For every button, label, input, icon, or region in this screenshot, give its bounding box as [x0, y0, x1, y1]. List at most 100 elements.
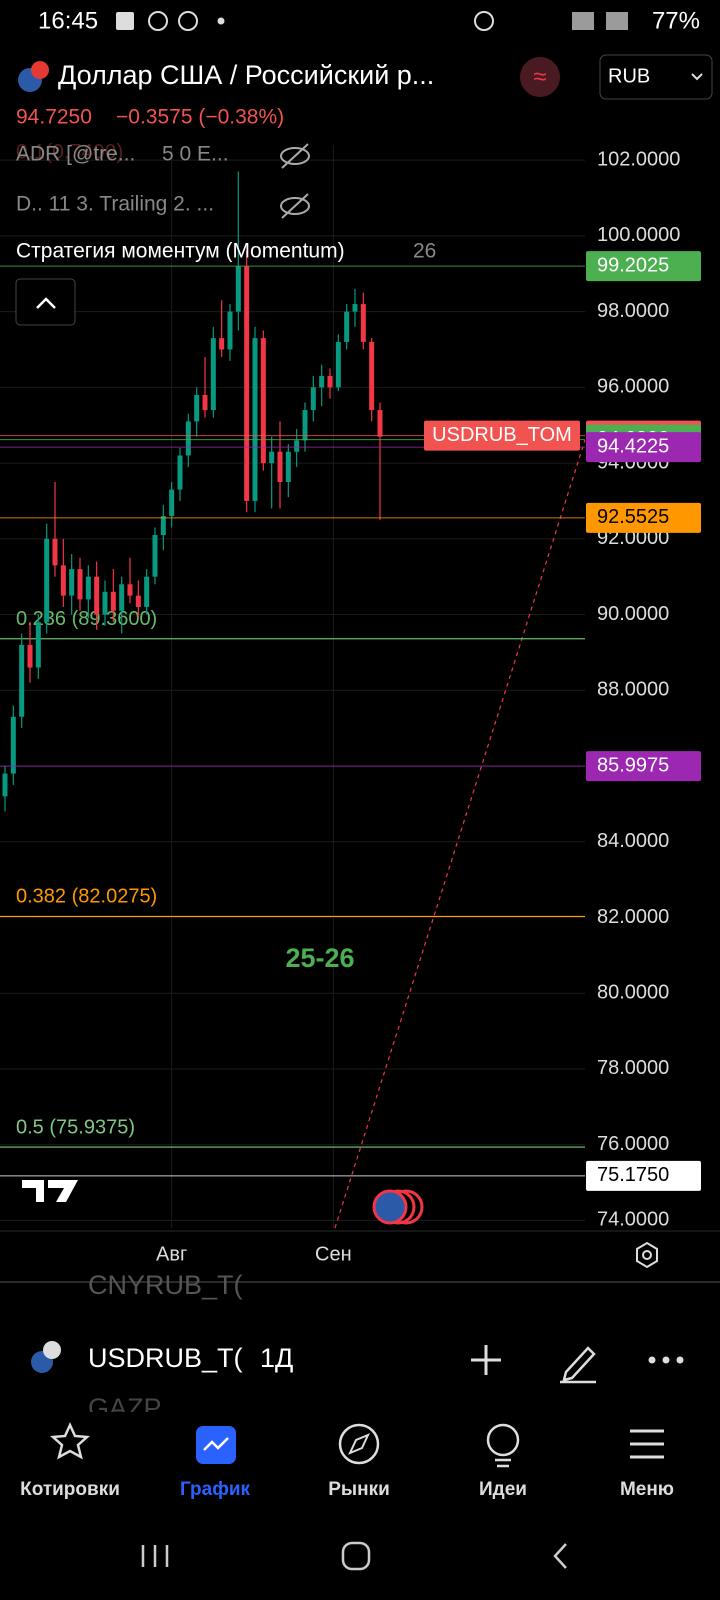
y-tick-label: 100.0000: [597, 224, 680, 246]
nav-icon: [203, 1437, 229, 1451]
y-tick-label: 82.0000: [597, 906, 669, 928]
symbol-prev: CNYRUB_T(: [88, 1270, 243, 1300]
currency-select[interactable]: [599, 54, 713, 100]
nav-icon: [630, 1429, 664, 1459]
currency: RUB: [608, 65, 650, 87]
nav-label[interactable]: Рынки: [328, 1479, 390, 1500]
symbol[interactable]: USDRUB_T(: [88, 1343, 243, 1373]
candle-body: [269, 451, 275, 464]
settings-icon: [642, 1250, 652, 1260]
price-tag-label: 75.1750: [597, 1164, 669, 1186]
price: 94.7250: [16, 106, 92, 129]
y-tick-label: 78.0000: [597, 1057, 669, 1079]
candle-body: [44, 538, 50, 623]
candle-body: [135, 595, 141, 607]
event-icon[interactable]: [372, 1189, 408, 1225]
nav-label[interactable]: Котировки: [20, 1479, 120, 1500]
candle-body: [160, 516, 166, 536]
candle-body: [35, 622, 41, 668]
price-tag: [586, 751, 701, 782]
price-tag: [586, 502, 701, 533]
symbol-tag: [424, 420, 580, 451]
symbol-tag-label: USDRUB_TOM: [432, 424, 572, 446]
indicator-name[interactable]: D.. 11 3. Trailing 2. ...: [16, 193, 214, 216]
add-button[interactable]: [471, 1345, 501, 1375]
signal-icon: [606, 12, 628, 30]
candle-body: [52, 538, 58, 566]
y-tick-label: 74.0000: [597, 1209, 669, 1231]
trend-line: [334, 439, 586, 1229]
price-tag-label: 99.2025: [597, 254, 669, 276]
nav-label[interactable]: Меню: [620, 1479, 674, 1500]
candle-body: [102, 591, 108, 615]
nav-label[interactable]: График: [180, 1479, 251, 1500]
candle-body: [85, 576, 91, 600]
nav-icon: [338, 1423, 380, 1465]
candle-body: [310, 387, 316, 411]
flag-icon: [43, 1341, 61, 1359]
home-button[interactable]: [341, 1541, 371, 1571]
nav-icon: [348, 1433, 370, 1455]
nav-label[interactable]: Идеи: [479, 1479, 527, 1500]
candle-body: [119, 584, 125, 611]
indicator-icon: ≈: [533, 63, 546, 90]
candle-body: [335, 341, 341, 388]
candle-body: [260, 338, 266, 464]
more-button[interactable]: [648, 1356, 684, 1364]
fib-label: 0.382 (82.0275): [16, 886, 157, 908]
candle-body: [285, 451, 291, 483]
candle-body: [2, 773, 8, 797]
collapse-button[interactable]: [15, 278, 76, 326]
settings-icon[interactable]: [636, 1241, 658, 1269]
nav-icon: [495, 1458, 511, 1468]
price-tag-label: 92.5525: [597, 506, 669, 528]
price-tag: [586, 1160, 701, 1191]
indicator-name[interactable]: ADR [@tre...: [16, 143, 135, 166]
instrument-title[interactable]: Доллар США / Российский р...: [58, 60, 434, 90]
candle-body: [202, 394, 208, 411]
x-tick-label: Сен: [315, 1243, 352, 1265]
y-tick-label: 80.0000: [597, 982, 669, 1004]
nav-icon: [486, 1423, 520, 1457]
chevron-up: [36, 297, 56, 309]
battery: 77%: [652, 7, 700, 34]
hidden-icon[interactable]: [280, 193, 310, 219]
candle-body: [19, 644, 25, 717]
candle-body: [27, 644, 33, 668]
hidden-icon[interactable]: [280, 143, 310, 169]
candle-body: [319, 375, 325, 388]
candle-body: [377, 410, 383, 437]
logo: [22, 1180, 78, 1202]
candle-body: [244, 266, 250, 501]
chart: 74.0000 76.0000 78.0000 80.0000 82.0000 84.00…: [0, 145, 701, 1265]
indicator-params: 5 0 E...: [162, 143, 229, 166]
candle-body: [352, 304, 358, 312]
candle-body: [77, 569, 83, 600]
candle-body: [194, 394, 200, 422]
indicator-params: 26: [413, 240, 436, 263]
price-tag: [586, 432, 701, 463]
candle-body: [10, 716, 16, 774]
candle-body: [327, 375, 333, 388]
candle-body: [227, 311, 233, 350]
y-tick-label: 98.0000: [597, 300, 669, 322]
back-button[interactable]: [553, 1543, 567, 1569]
alarm-icon: [474, 11, 494, 31]
status-icon: [178, 11, 198, 31]
candle-body: [152, 535, 158, 577]
candle-body: [60, 565, 66, 596]
candle-body: [177, 455, 183, 490]
candle-body: [110, 591, 116, 611]
recent-apps[interactable]: [141, 1545, 169, 1567]
draw-button[interactable]: [560, 1346, 596, 1384]
flag-icon: [31, 61, 49, 79]
indicator-button[interactable]: [520, 57, 560, 97]
indicator-name[interactable]: Стратегия моментум (Momentum): [16, 240, 345, 263]
nav-icon: [49, 1421, 91, 1460]
dropdown-arrow: [691, 73, 703, 81]
interval[interactable]: 1Д: [260, 1343, 293, 1373]
annotation: 25-26: [285, 943, 354, 973]
clock: 16:45: [38, 7, 98, 34]
